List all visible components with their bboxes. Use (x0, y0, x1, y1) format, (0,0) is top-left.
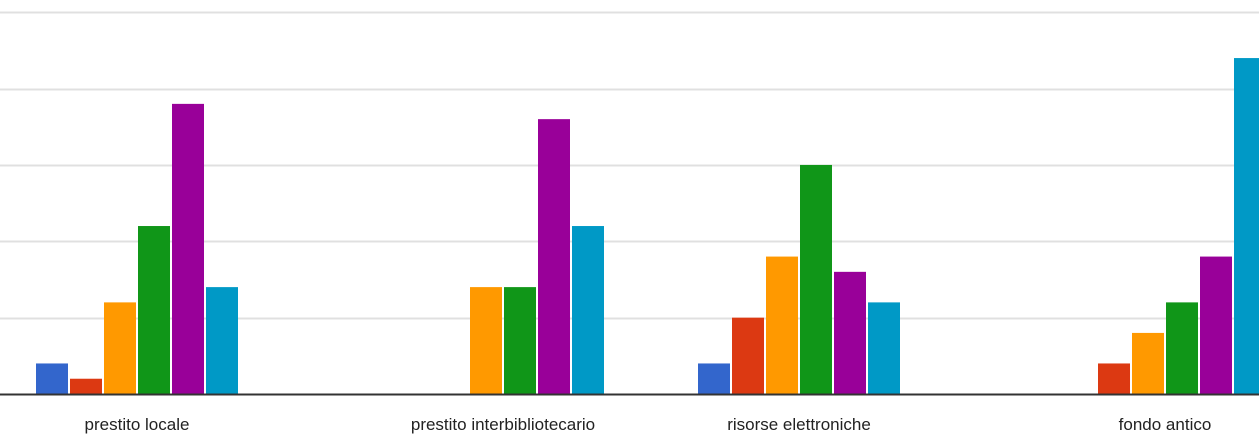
bar-1-series-3[interactable] (504, 287, 536, 394)
bar-3-series-5[interactable] (1234, 58, 1259, 395)
bar-2-series-5[interactable] (868, 302, 900, 394)
bar-1-series-4[interactable] (538, 119, 570, 394)
bar-0-series-0[interactable] (36, 363, 68, 394)
bar-0-series-2[interactable] (104, 302, 136, 394)
bar-0-series-3[interactable] (138, 226, 170, 394)
bar-1-series-2[interactable] (470, 287, 502, 394)
bar-2-series-3[interactable] (800, 164, 832, 394)
bar-3-series-3[interactable] (1166, 302, 1198, 394)
bar-2-series-4[interactable] (834, 271, 866, 394)
bar-0-series-4[interactable] (172, 103, 204, 395)
bar-3-series-4[interactable] (1200, 256, 1232, 394)
category-label-3: fondo antico (1119, 415, 1212, 434)
category-label-0: prestito locale (85, 415, 190, 434)
bar-3-series-1[interactable] (1098, 363, 1130, 394)
bar-1-series-5[interactable] (572, 226, 604, 394)
category-label-1: prestito interbibliotecario (411, 415, 595, 434)
bar-0-series-5[interactable] (206, 287, 238, 394)
category-label-2: risorse elettroniche (727, 415, 871, 434)
gridlines (0, 11, 1259, 320)
bar-3-series-2[interactable] (1132, 332, 1164, 394)
bar-2-series-1[interactable] (732, 317, 764, 394)
bars (36, 58, 1259, 395)
category-labels: prestito locale prestito interbibliotecar… (85, 415, 1212, 434)
bar-0-series-1[interactable] (70, 378, 102, 394)
bar-2-series-2[interactable] (766, 256, 798, 394)
bar-2-series-0[interactable] (698, 363, 730, 394)
